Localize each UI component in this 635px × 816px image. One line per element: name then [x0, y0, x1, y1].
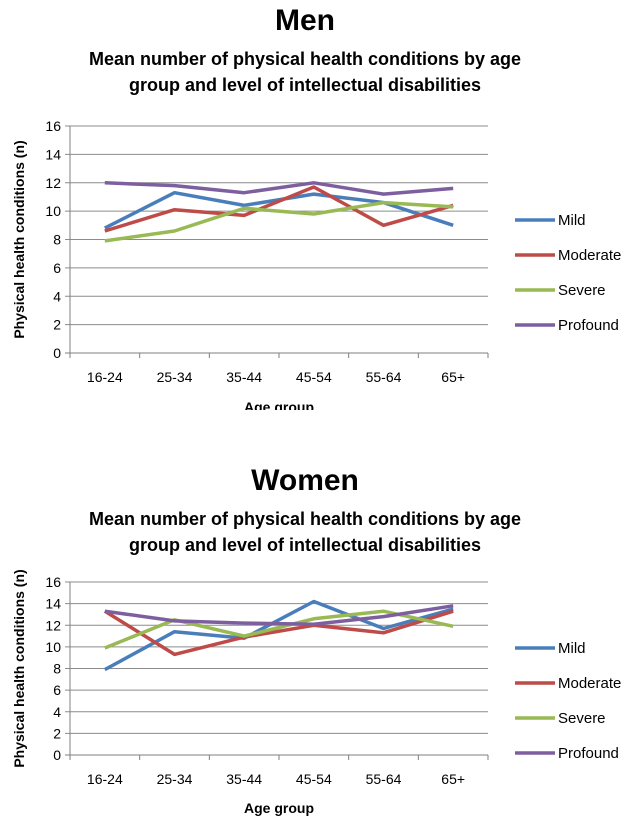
x-tick-label: 25-34 — [157, 369, 193, 385]
y-tick-label: 12 — [45, 175, 61, 191]
x-tick-label: 35-44 — [226, 771, 262, 787]
y-tick-label: 0 — [53, 345, 61, 361]
y-tick-label: 16 — [45, 574, 61, 590]
y-tick-label: 6 — [53, 682, 61, 698]
x-tick-label: 16-24 — [87, 369, 123, 385]
legend-label: Severe — [558, 710, 606, 727]
chart-title: Women — [251, 464, 359, 497]
y-axis-title: Physical health conditions (n) — [11, 569, 27, 767]
y-tick-label: 14 — [45, 146, 61, 162]
y-tick-label: 8 — [53, 232, 61, 248]
legend-label: Moderate — [558, 675, 621, 692]
series-line-profound — [104, 181, 454, 196]
y-tick-label: 0 — [53, 747, 61, 763]
men-chart-panel: Men Mean number of physical health condi… — [11, 4, 621, 410]
x-tick-label: 55-64 — [366, 771, 402, 787]
x-tick-label: 35-44 — [226, 369, 262, 385]
x-tick-label: 16-24 — [87, 771, 123, 787]
legend-label: Mild — [558, 212, 586, 229]
x-tick-label: 45-54 — [296, 369, 332, 385]
chart-subtitle-line: group and level of intellectual disabili… — [128, 75, 482, 95]
x-tick-label: 25-34 — [157, 771, 193, 787]
y-tick-label: 10 — [45, 203, 61, 219]
series-line-moderate — [104, 185, 454, 233]
y-tick-label: 16 — [45, 118, 61, 134]
x-tick-label: 45-54 — [296, 771, 332, 787]
y-tick-label: 4 — [53, 288, 61, 304]
y-tick-label: 2 — [53, 725, 61, 741]
women-line-chart: 0 2 4 6 8 10 12 14 16 16-24 25-34 35-44 45-54 55-64 65… — [11, 569, 621, 816]
women-chart-panel: Women Mean number of physical health con… — [0, 462, 635, 816]
chart-title: Men — [275, 4, 335, 37]
y-tick-label: 14 — [45, 596, 61, 612]
chart-subtitle: Mean number of physical health condition… — [20, 46, 590, 98]
legend-label: Profound — [558, 745, 619, 762]
y-tick-label: 2 — [53, 317, 61, 333]
series-line-severe — [104, 200, 454, 243]
men-line-chart: 0 2 4 6 8 10 12 14 16 16-24 25-34 35-44 45-54 55-64 65… — [11, 118, 621, 410]
y-tick-label: 6 — [53, 260, 61, 276]
series-line-mild — [103, 599, 454, 672]
chart-subtitle: Mean number of physical health condition… — [20, 506, 590, 558]
x-tick-label: 55-64 — [366, 369, 402, 385]
x-axis-title: Age group — [244, 399, 314, 410]
chart-subtitle-line: group and level of intellectual disabili… — [128, 535, 482, 555]
series-line-moderate — [103, 609, 454, 657]
legend-label: Moderate — [558, 247, 621, 264]
x-axis-title: Age group — [244, 800, 314, 816]
y-tick-label: 12 — [45, 617, 61, 633]
y-tick-label: 10 — [45, 639, 61, 655]
x-tick-label: 65+ — [441, 771, 465, 787]
x-tick-label: 65+ — [441, 369, 465, 385]
legend-label: Mild — [558, 640, 586, 657]
legend-label: Severe — [558, 282, 606, 299]
series-line-profound — [104, 604, 454, 626]
chart-subtitle-line: Mean number of physical health condition… — [88, 49, 522, 69]
y-tick-label: 8 — [53, 661, 61, 677]
legend-label: Profound — [558, 317, 619, 334]
chart-subtitle-line: Mean number of physical health condition… — [88, 509, 522, 529]
y-tick-label: 4 — [53, 704, 61, 720]
y-axis-title: Physical health conditions (n) — [11, 140, 27, 338]
